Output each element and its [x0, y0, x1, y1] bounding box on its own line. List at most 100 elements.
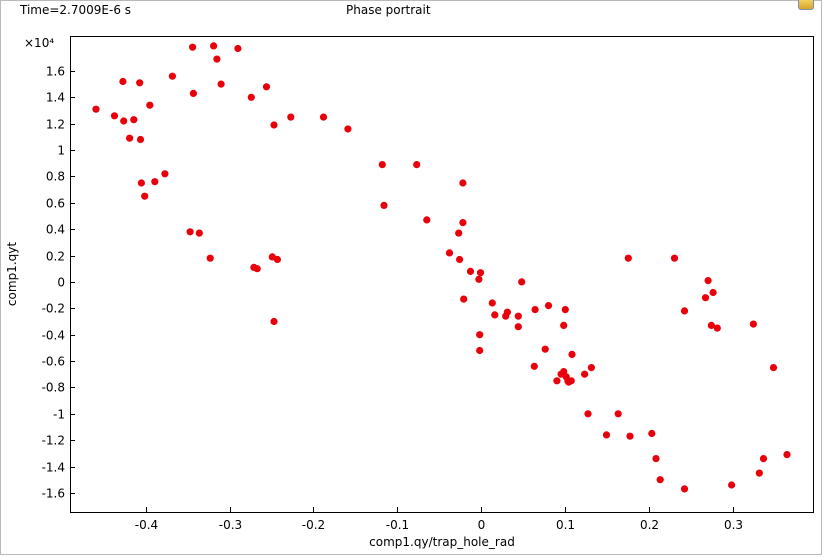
data-point: [262, 83, 271, 91]
data-point: [704, 277, 712, 285]
data-point: [553, 377, 561, 385]
data-point: [413, 161, 421, 169]
data-point: [217, 80, 225, 88]
x-tick-label: 0: [478, 518, 486, 532]
data-point: [247, 93, 255, 101]
data-point: [270, 317, 278, 326]
x-axis-title: comp1.qy/trap_hole_rad: [369, 535, 515, 549]
data-point: [319, 113, 328, 121]
data-point: [755, 469, 763, 477]
y-tick-label: -1.4: [42, 461, 65, 475]
data-point: [146, 101, 154, 109]
data-point: [234, 44, 242, 53]
data-point: [137, 179, 145, 187]
x-tick-label: 0.2: [640, 518, 659, 532]
data-point: [186, 228, 194, 236]
data-point: [130, 116, 138, 124]
data-point: [476, 346, 484, 355]
data-point: [161, 170, 169, 178]
data-point: [544, 302, 553, 310]
x-axis: -0.4 -0.3 -0.2 -0.1 0 0.1 0.2 0.3: [135, 507, 743, 532]
data-point: [626, 432, 634, 440]
y-tick-label: 0.6: [46, 197, 65, 211]
data-point: [518, 278, 526, 286]
data-point: [728, 481, 736, 489]
y-tick-label: -1.2: [42, 434, 65, 448]
y-axis-title: comp1.qyt: [5, 242, 19, 306]
data-point: [769, 364, 778, 372]
data-point: [759, 455, 768, 463]
data-point: [530, 362, 538, 370]
data-point: [709, 288, 717, 297]
y-tick-label: -0.8: [42, 381, 65, 395]
y-tick-label: 1.6: [46, 65, 65, 79]
data-point: [445, 249, 454, 257]
data-point: [119, 77, 127, 86]
data-point: [136, 79, 144, 87]
data-point: [92, 105, 100, 113]
data-point: [514, 323, 522, 331]
data-point: [567, 377, 575, 385]
data-point: [581, 370, 589, 378]
data-point: [151, 178, 159, 186]
data-point: [380, 201, 388, 209]
data-point: [189, 43, 197, 51]
data-point: [270, 121, 278, 129]
data-point: [466, 267, 475, 275]
scatter-series: [92, 42, 791, 493]
y-tick-label: 1.2: [46, 118, 65, 132]
data-point: [602, 431, 611, 439]
data-point: [253, 265, 261, 273]
data-point: [656, 476, 664, 484]
y-tick-label: -1: [53, 408, 65, 422]
y-tick-label: -1.6: [42, 487, 65, 501]
frame-toggle-icon[interactable]: [798, 0, 814, 10]
y-tick-label: -0.2: [42, 302, 65, 316]
data-point: [503, 308, 511, 316]
y-tick-label: 0.8: [46, 170, 65, 184]
data-point: [423, 216, 431, 224]
data-point: [456, 255, 464, 264]
data-point: [680, 485, 689, 493]
data-point: [206, 254, 214, 262]
data-point: [460, 295, 468, 303]
data-point: [749, 320, 758, 328]
data-point: [378, 161, 386, 169]
data-point: [587, 364, 596, 372]
x-tick-label: 0.1: [556, 518, 575, 532]
data-point: [213, 55, 221, 63]
y-tick-label: -0.6: [42, 355, 65, 369]
y-axis-multiplier-text: ×10⁴: [24, 36, 54, 50]
data-point: [459, 219, 467, 227]
data-point: [136, 135, 145, 144]
time-label: Time=2.7009E-6 s: [20, 3, 132, 17]
data-point: [126, 134, 134, 142]
data-point: [476, 269, 485, 277]
data-point: [210, 42, 218, 50]
x-tick-label: -0.4: [135, 518, 158, 532]
data-point: [707, 321, 716, 329]
data-point: [652, 455, 660, 463]
data-point: [648, 429, 656, 438]
data-point: [614, 410, 622, 418]
x-tick-label: 0.3: [724, 518, 743, 532]
y-tick-label: 1: [57, 144, 65, 158]
data-point: [514, 312, 522, 320]
data-point: [344, 125, 352, 133]
data-point: [560, 321, 568, 329]
data-point: [531, 306, 539, 314]
x-tick-label: -0.1: [386, 518, 409, 532]
y-tick-label: 0.4: [46, 223, 65, 237]
data-point: [584, 410, 592, 418]
data-point: [195, 229, 203, 237]
y-tick-label: 0.2: [46, 250, 65, 264]
y-axis: 1.6 1.4 1.2 1 0.8 0.6 0.4 0.2 0 -0.2 -0.4 -0.6 -0.8 -…: [42, 65, 75, 501]
plot-title: Phase portrait: [346, 3, 431, 17]
data-point: [624, 254, 632, 262]
x-tick-label: -0.3: [219, 518, 242, 532]
data-point: [189, 89, 197, 97]
data-point: [541, 345, 549, 353]
data-point: [713, 324, 721, 332]
